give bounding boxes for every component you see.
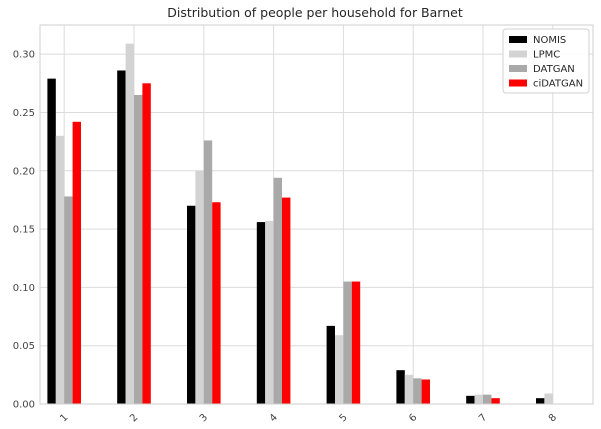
legend-swatch xyxy=(509,50,527,58)
bar-lpmc-7 xyxy=(474,394,483,404)
y-tick-label: 0.25 xyxy=(13,108,35,119)
legend-swatch xyxy=(509,36,527,43)
bar-cidatgan-4 xyxy=(282,197,291,404)
legend-box xyxy=(502,28,590,94)
bar-nomis-6 xyxy=(396,370,405,404)
x-tick-label: 2 xyxy=(128,412,140,424)
bar-cidatgan-5 xyxy=(351,281,361,404)
bar-nomis-7 xyxy=(466,395,475,404)
legend-swatch xyxy=(509,65,527,72)
bar-lpmc-6 xyxy=(404,374,414,404)
plot-frame xyxy=(39,24,594,405)
y-tick-label: 0.10 xyxy=(13,283,35,294)
bar-cidatgan-3 xyxy=(212,202,221,404)
bar-cidatgan-1 xyxy=(72,121,81,404)
bar-nomis-1 xyxy=(47,78,56,405)
legend: NOMIS LPMC DATGAN ciDATGAN xyxy=(502,28,590,94)
bar-nomis-5 xyxy=(326,325,335,404)
x-tick-label: 6 xyxy=(407,412,419,424)
x-tick-label: 3 xyxy=(198,412,210,424)
bar-datgan-6 xyxy=(413,378,422,404)
legend-label: DATGAN xyxy=(533,64,575,75)
bar-nomis-2 xyxy=(117,70,126,404)
bar-nomis-3 xyxy=(187,205,196,404)
y-tick-label: 0.15 xyxy=(13,225,35,236)
bar-nomis-8 xyxy=(536,398,545,404)
legend-label: ciDATGAN xyxy=(533,79,583,90)
bar-datgan-3 xyxy=(203,140,213,405)
bar-group xyxy=(47,43,553,405)
x-tick-label: 8 xyxy=(547,412,559,424)
legend-label: NOMIS xyxy=(533,35,566,46)
bar-lpmc-4 xyxy=(265,220,274,404)
bar-datgan-7 xyxy=(483,394,492,404)
y-axis-ticks: 0.00 0.05 0.10 0.15 0.20 0.25 0.30 xyxy=(13,50,35,411)
x-tick-label: 7 xyxy=(477,412,489,424)
bar-datgan-1 xyxy=(64,196,73,404)
y-tick-label: 0.00 xyxy=(13,400,35,411)
bar-cidatgan-6 xyxy=(421,379,430,404)
bar-datgan-2 xyxy=(134,94,143,404)
bar-lpmc-1 xyxy=(55,135,65,405)
x-tick-label: 4 xyxy=(268,412,280,424)
bar-cidatgan-2 xyxy=(142,83,151,405)
y-tick-label: 0.05 xyxy=(13,341,35,352)
y-tick-label: 0.20 xyxy=(13,166,35,177)
bar-datgan-5 xyxy=(343,281,352,404)
bar-cidatgan-7 xyxy=(491,398,500,404)
bar-lpmc-5 xyxy=(335,335,344,404)
chart-title: Distribution of people per household for… xyxy=(167,5,463,20)
bar-datgan-4 xyxy=(273,177,282,404)
x-axis-ticks: 1 2 3 4 5 6 7 8 xyxy=(58,412,559,424)
y-tick-label: 0.30 xyxy=(13,50,35,61)
bar-lpmc-3 xyxy=(195,170,204,404)
x-tick-label: 1 xyxy=(58,412,70,424)
bar-lpmc-2 xyxy=(125,43,134,405)
legend-swatch xyxy=(509,79,527,87)
x-tick-label: 5 xyxy=(337,412,349,424)
bar-lpmc-8 xyxy=(544,393,553,404)
legend-label: LPMC xyxy=(533,50,560,61)
bar-nomis-4 xyxy=(256,222,266,404)
